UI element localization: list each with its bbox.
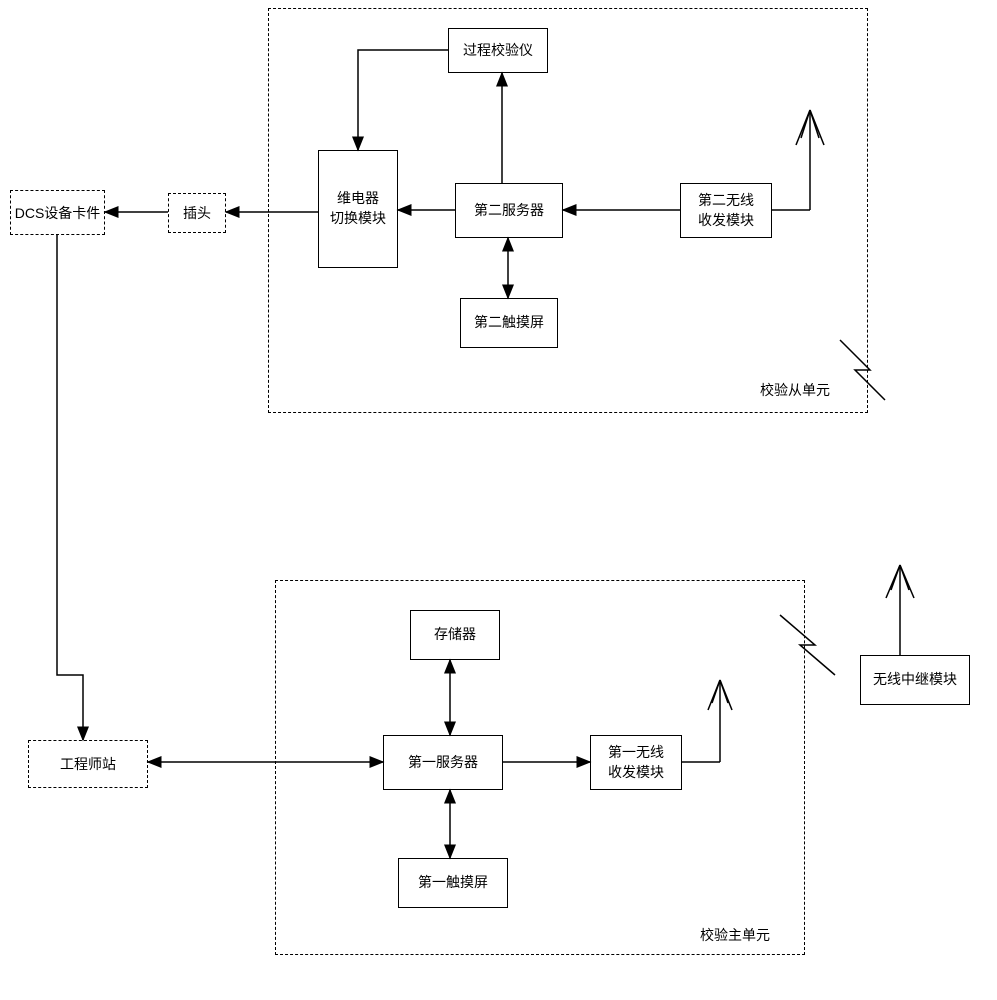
touch2-label: 第二触摸屏: [474, 313, 544, 333]
wireless-1: 第一无线 收发模块: [590, 735, 682, 790]
server1-label: 第一服务器: [408, 753, 478, 773]
server-1: 第一服务器: [383, 735, 503, 790]
engineer-label: 工程师站: [60, 754, 116, 774]
server-2: 第二服务器: [455, 183, 563, 238]
wireless2-label: 第二无线 收发模块: [698, 191, 754, 230]
touchscreen-2: 第二触摸屏: [460, 298, 558, 348]
master-container-label: 校验主单元: [700, 925, 770, 945]
calibrator-label: 过程校验仪: [463, 41, 533, 61]
relay-label: 维电器 切换模块: [330, 189, 386, 228]
dcs-card: DCS设备卡件: [10, 190, 105, 235]
plug-label: 插头: [183, 203, 211, 223]
relay-module-label: 无线中继模块: [873, 670, 957, 690]
wireless-relay: 无线中继模块: [860, 655, 970, 705]
wireless-2: 第二无线 收发模块: [680, 183, 772, 238]
storage-label: 存储器: [434, 625, 476, 645]
touch1-label: 第一触摸屏: [418, 873, 488, 893]
plug: 插头: [168, 193, 226, 233]
dcs-label: DCS设备卡件: [15, 203, 101, 223]
storage: 存储器: [410, 610, 500, 660]
touchscreen-1: 第一触摸屏: [398, 858, 508, 908]
server2-label: 第二服务器: [474, 201, 544, 221]
master-container: [275, 580, 805, 955]
engineer-station: 工程师站: [28, 740, 148, 788]
process-calibrator: 过程校验仪: [448, 28, 548, 73]
wireless1-label: 第一无线 收发模块: [608, 743, 664, 782]
slave-container-label: 校验从单元: [760, 380, 830, 400]
relay-module: 维电器 切换模块: [318, 150, 398, 268]
